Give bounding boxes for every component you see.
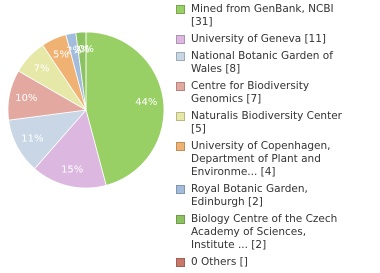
legend-item: Mined from GenBank, NCBI [31] (176, 3, 376, 29)
legend-swatch (176, 142, 185, 151)
legend-swatch (176, 52, 185, 61)
legend-swatch (176, 185, 185, 194)
slice-label: 10% (15, 93, 37, 104)
slice-label: 15% (61, 164, 83, 175)
legend-label: Mined from GenBank, NCBI [31] (191, 3, 334, 28)
legend-item: National Botanic Garden of Wales [8] (176, 50, 376, 76)
legend-item: Biology Centre of the Czech Academy of S… (176, 213, 376, 252)
legend-label: National Botanic Garden of Wales [8] (191, 50, 333, 75)
slice-label: 0% (78, 44, 94, 55)
legend-item: Royal Botanic Garden, Edinburgh [2] (176, 183, 376, 209)
legend-label: University of Geneva [11] (191, 33, 327, 45)
legend-swatch (176, 35, 185, 44)
legend-label: Naturalis Biodiversity Center [5] (191, 110, 342, 135)
pie-slice (34, 109, 107, 189)
legend-swatch (176, 258, 185, 267)
legend-label: University of Copenhagen, Department of … (191, 140, 331, 178)
slice-label: 11% (21, 134, 43, 145)
legend-swatch (176, 5, 185, 14)
legend-item: University of Geneva [11] (176, 33, 376, 46)
pie-chart: 44%15%11%10%7%5%2%2%0% (7, 31, 165, 189)
legend-swatch (176, 82, 185, 91)
legend: Mined from GenBank, NCBI [31] University … (176, 3, 376, 273)
legend-swatch (176, 112, 185, 121)
slice-label: 2% (74, 44, 90, 55)
legend-label: 0 Others [] (191, 256, 248, 268)
legend-item: Centre for Biodiversity Genomics [7] (176, 80, 376, 106)
legend-label: Centre for Biodiversity Genomics [7] (191, 80, 310, 105)
slice-label: 2% (66, 45, 82, 56)
legend-label: Royal Botanic Garden, Edinburgh [2] (191, 183, 308, 208)
legend-item: Naturalis Biodiversity Center [5] (176, 110, 376, 136)
slice-label: 44% (135, 97, 157, 108)
slice-label: 5% (53, 50, 69, 61)
legend-swatch (176, 215, 185, 224)
legend-item: University of Copenhagen, Department of … (176, 140, 376, 179)
page: {"chart_data": {"type": "pie", "categori… (7, 3, 342, 268)
legend-item: 0 Others [] (176, 256, 376, 269)
pie-slice (85, 31, 165, 186)
legend-label: Biology Centre of the Czech Academy of S… (191, 213, 338, 251)
slice-label: 7% (34, 63, 50, 74)
